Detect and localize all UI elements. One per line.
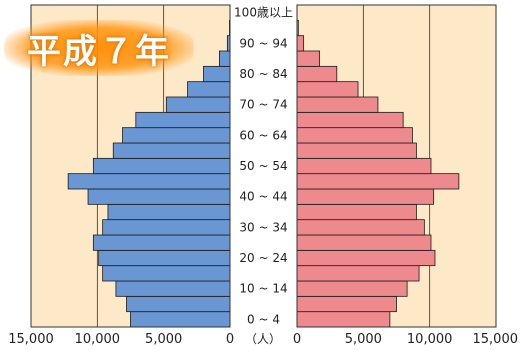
age-label: 70 ~ 74 [239, 98, 287, 112]
x-tick-label-right: 15,000 [473, 332, 519, 347]
age-label: 0 ~ 4 [247, 312, 280, 326]
x-tick-label-left: 15,000 [8, 332, 54, 347]
bar-left-9 [67, 173, 231, 190]
bar-left-16 [203, 65, 231, 83]
bar-right-6 [296, 219, 425, 236]
bar-left-0 [130, 311, 231, 328]
x-tick-label-right: 5,000 [345, 332, 382, 347]
bar-right-18 [296, 35, 305, 52]
bar-left-13 [135, 111, 231, 129]
bars [67, 4, 460, 328]
x-tick-label-left: 0 [226, 332, 234, 347]
x-tick-label-right: 10,000 [407, 332, 453, 347]
age-label: 30 ~ 34 [239, 220, 287, 234]
bar-right-14 [296, 96, 379, 113]
bar-right-4 [296, 249, 436, 267]
bar-left-8 [87, 188, 231, 205]
bar-right-12 [296, 127, 413, 144]
bar-right-9 [296, 173, 460, 190]
bar-right-11 [296, 142, 417, 159]
bar-left-7 [107, 203, 231, 221]
bar-left-11 [112, 142, 231, 159]
bar-right-0 [296, 311, 391, 328]
bar-right-1 [296, 295, 397, 313]
bar-right-10 [296, 157, 432, 175]
bar-right-15 [296, 81, 359, 98]
bar-left-12 [122, 127, 231, 144]
bar-left-2 [115, 280, 231, 297]
plot-frame-left [30, 4, 231, 328]
bar-left-3 [102, 265, 231, 282]
bar-left-6 [102, 219, 231, 236]
bar-right-3 [296, 265, 420, 282]
title-badge: 平成７年 [4, 20, 194, 76]
age-labels: 0 ~ 4 10 ~ 14 20 ~ 24 30 ~ 34 40 ~ 44 50 ~ 54… [234, 6, 293, 327]
x-tick-labels: 15,000 10,000 5,000 0 0 5,000 10,000 15,000 [8, 332, 518, 347]
age-label: 80 ~ 84 [239, 67, 287, 81]
unit-label: （人） [245, 332, 281, 346]
bar-right-5 [296, 234, 432, 251]
age-label: 90 ~ 94 [239, 36, 287, 50]
bar-right-8 [296, 188, 435, 205]
bar-left-14 [165, 96, 231, 113]
age-label: 20 ~ 24 [239, 251, 287, 265]
bar-left-1 [126, 295, 231, 313]
x-tick-label-right: 0 [293, 332, 301, 347]
bar-right-16 [296, 65, 338, 83]
x-tick-label-left: 5,000 [145, 332, 182, 347]
bar-left-5 [92, 234, 231, 251]
bar-right-17 [296, 50, 320, 67]
bar-right-13 [296, 111, 404, 129]
age-label: 50 ~ 54 [239, 159, 287, 173]
x-tick-label-left: 10,000 [75, 332, 121, 347]
bar-left-17 [218, 50, 231, 67]
age-label: 40 ~ 44 [239, 190, 287, 204]
age-label: 10 ~ 14 [239, 282, 287, 296]
age-label: 60 ~ 64 [239, 128, 287, 142]
age-label: 100歳以上 [234, 6, 293, 20]
bar-left-4 [98, 249, 231, 267]
bar-left-10 [92, 157, 231, 175]
chart-title: 平成７年 [27, 31, 171, 72]
plot-frame-right [296, 4, 497, 328]
bar-right-2 [296, 280, 408, 297]
bar-left-15 [187, 81, 231, 98]
bar-right-7 [296, 203, 417, 221]
